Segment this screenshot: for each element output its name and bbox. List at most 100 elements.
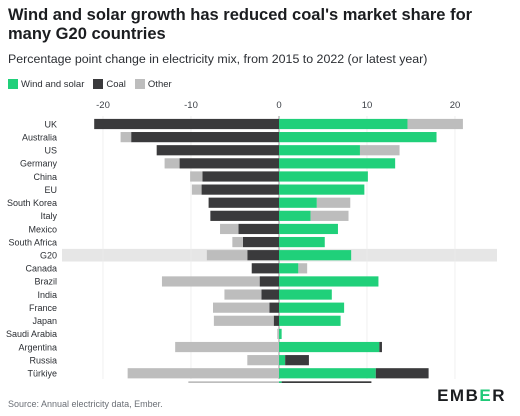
- bar: [179, 158, 279, 169]
- bar: [190, 171, 203, 182]
- bar: [279, 381, 282, 383]
- bar: [161, 276, 260, 287]
- bar: [279, 315, 341, 326]
- category-label: US: [44, 146, 57, 156]
- bar: [208, 197, 279, 208]
- bar: [279, 302, 345, 313]
- bar: [269, 302, 279, 313]
- bar: [232, 236, 243, 248]
- bar: [279, 236, 325, 248]
- bar: [213, 315, 274, 326]
- bar: [210, 210, 279, 221]
- bar: [279, 341, 380, 353]
- tick-label: 20: [450, 100, 461, 111]
- category-label: South Africa: [8, 237, 57, 247]
- legend-label-wind-solar: Wind and solar: [21, 78, 85, 90]
- chart-subtitle: Percentage point change in electricity m…: [8, 52, 428, 66]
- tick-label: -20: [96, 100, 110, 111]
- bar: [279, 158, 396, 169]
- bar: [279, 328, 282, 340]
- bar: [316, 197, 351, 208]
- category-label: EU: [44, 185, 57, 195]
- bar: [310, 210, 349, 221]
- bar: [279, 368, 376, 379]
- bar: [202, 171, 279, 182]
- bar: [242, 236, 279, 248]
- tick-label: 10: [362, 100, 373, 111]
- bar: [220, 223, 239, 235]
- bar: [201, 184, 279, 195]
- category-label: Brazil: [34, 277, 57, 287]
- bar: [94, 118, 279, 130]
- source-note: Source: Annual electricity data, Ember.: [8, 399, 163, 409]
- bar: [279, 276, 379, 287]
- logo-accent: E: [479, 386, 493, 405]
- bar: [277, 328, 279, 340]
- bar: [279, 171, 368, 182]
- bar: [273, 315, 279, 326]
- bar: [191, 184, 202, 195]
- bar: [279, 145, 360, 156]
- legend: Wind and solar Coal Other: [8, 78, 181, 90]
- bar: [279, 132, 437, 143]
- legend-label-other: Other: [147, 78, 172, 90]
- bar: [279, 197, 317, 208]
- bar: [359, 145, 400, 156]
- bar: [127, 368, 279, 379]
- category-label: Japan: [32, 316, 57, 326]
- legend-item-coal: Coal: [93, 79, 126, 90]
- category-label: Italy: [40, 211, 57, 221]
- bar: [251, 263, 279, 274]
- logo-prefix: EMB: [437, 386, 480, 405]
- bar: [259, 276, 279, 287]
- bar: [285, 355, 309, 366]
- bar: [281, 381, 372, 383]
- category-label: Argentina: [18, 342, 57, 352]
- category-label: Indonesia: [18, 382, 57, 383]
- bar: [298, 263, 308, 274]
- chart-plot: -20 -10 0 10 20 UK Australia US Germany China EU So…: [6, 100, 497, 383]
- chart-title: Wind and solar growth has reduced coal's…: [8, 6, 473, 43]
- category-label: France: [29, 303, 57, 313]
- legend-swatch-other: [134, 79, 145, 89]
- bar: [279, 184, 365, 195]
- category-label: South Korea: [7, 198, 57, 208]
- category-label: India: [37, 290, 57, 300]
- logo-suffix: R: [492, 386, 506, 405]
- category-label: China: [33, 172, 57, 182]
- bar: [206, 250, 248, 261]
- bar: [120, 132, 132, 143]
- bar: [279, 250, 352, 261]
- legend-swatch-coal: [93, 79, 104, 89]
- tick-label: -10: [184, 100, 198, 111]
- category-label: Canada: [25, 264, 57, 274]
- bar: [156, 145, 279, 156]
- bar: [279, 355, 286, 366]
- bar: [164, 158, 180, 169]
- bar: [279, 289, 332, 300]
- bar: [224, 289, 262, 300]
- bar: [279, 223, 338, 235]
- legend-item-other: Other: [134, 78, 172, 90]
- bar: [407, 118, 463, 130]
- bar: [261, 289, 279, 300]
- legend-label-coal: Coal: [106, 78, 126, 90]
- bar: [213, 302, 270, 313]
- bar: [375, 368, 429, 379]
- legend-swatch-wind-solar: [8, 79, 18, 89]
- category-label: Türkiye: [27, 369, 57, 379]
- category-label: Australia: [22, 132, 57, 142]
- bar: [175, 341, 279, 353]
- bar: [238, 223, 279, 235]
- legend-item-wind-solar: Wind and solar: [8, 79, 84, 90]
- bar: [131, 132, 279, 143]
- category-label: G20: [40, 251, 57, 261]
- bar: [379, 341, 382, 353]
- tick-label: 0: [276, 100, 281, 111]
- bar: [279, 210, 311, 221]
- bar: [279, 118, 408, 130]
- bar: [279, 263, 299, 274]
- bar: [247, 355, 279, 366]
- category-label: Saudi Arabia: [6, 329, 57, 339]
- category-label: Russia: [29, 355, 57, 365]
